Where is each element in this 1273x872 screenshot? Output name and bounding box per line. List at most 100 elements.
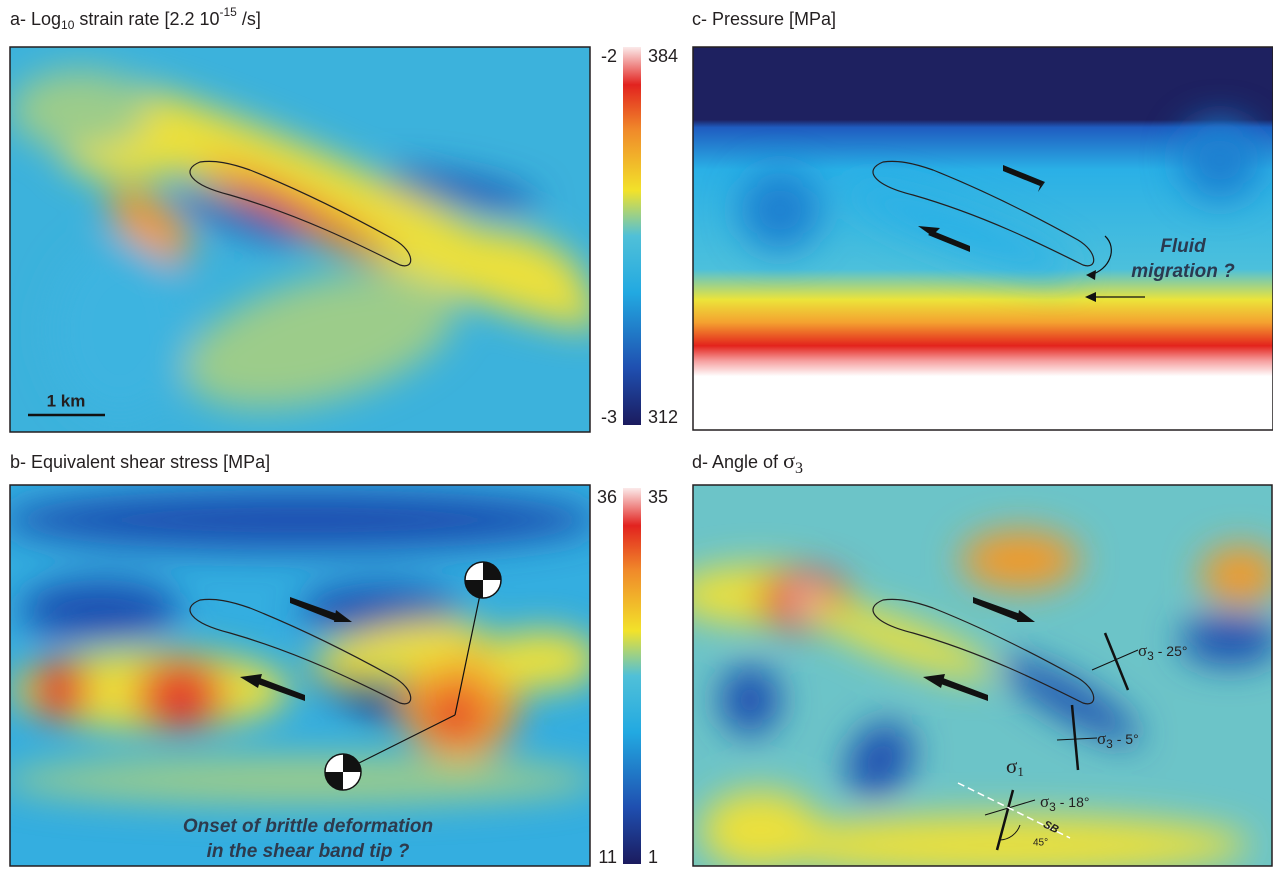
title-sigma: σ — [783, 448, 795, 473]
field-patch — [720, 665, 780, 735]
sigma3-axis — [1056, 737, 1098, 741]
sigma3-label: σ3 - 18° — [1040, 792, 1089, 814]
colorbar-label: 11 — [598, 847, 617, 867]
angle-arc — [999, 824, 1021, 841]
panel-title: b- Equivalent shear stress [MPa] — [10, 452, 270, 472]
sigma: σ — [1138, 641, 1147, 660]
map-field — [740, 120, 1260, 276]
field-patch — [108, 187, 192, 263]
colorbar — [623, 47, 641, 425]
field-patch — [847, 722, 913, 798]
sigma3-label: σ3 - 5° — [1097, 729, 1139, 751]
shear-band — [189, 160, 412, 267]
sigma1-axis — [1103, 632, 1130, 691]
arrow — [938, 678, 988, 701]
field-patch — [10, 70, 150, 150]
leader-line — [454, 584, 483, 716]
title-part: d- Angle of — [692, 452, 783, 472]
field-patch — [847, 184, 1073, 276]
colorbar — [623, 488, 641, 864]
shear-band — [189, 598, 412, 705]
annotation: migration ? — [1131, 261, 1235, 282]
panel-frame — [9, 484, 591, 867]
shear-arrows — [240, 165, 1045, 701]
annotation: Onset of brittle deformation — [183, 816, 433, 837]
arrow — [255, 678, 305, 701]
scale-bar-label: 1 km — [47, 391, 86, 410]
sigma: σ — [1040, 792, 1049, 811]
field-patch — [700, 790, 820, 866]
field-patch — [135, 660, 225, 730]
field-patch — [1200, 545, 1272, 605]
field-patch — [453, 229, 587, 311]
stress-markers — [957, 632, 1139, 851]
colorbar-label: -2 — [601, 46, 617, 66]
arrow-head — [918, 226, 940, 236]
field-patch — [1180, 120, 1260, 200]
field-patch — [740, 170, 820, 250]
sub: 3 — [1049, 800, 1056, 814]
sigma: σ — [1097, 729, 1106, 748]
sigma: σ — [1006, 754, 1017, 778]
field-patch — [960, 530, 1080, 590]
map-field — [10, 490, 590, 805]
field-patch — [10, 755, 590, 805]
arrow-head — [334, 610, 352, 622]
arrow-head — [1086, 270, 1096, 280]
field-patch — [480, 630, 590, 690]
arrow-head — [1038, 182, 1045, 192]
panel-frame — [692, 484, 1273, 867]
arrow — [973, 597, 1026, 622]
title-sub: 3 — [795, 460, 803, 477]
arrow-head — [240, 674, 262, 688]
panel-d-map — [693, 485, 1272, 866]
field-patch — [20, 580, 180, 640]
panel-a-map — [10, 47, 590, 432]
field-patch — [174, 187, 306, 243]
colorbar-label: 312 — [648, 407, 678, 427]
arrow-head — [1085, 292, 1096, 302]
shear-band-outlines — [189, 160, 1095, 705]
sigma1-axis — [995, 789, 1015, 851]
arrow-head — [923, 674, 945, 688]
sigma3-axis — [1091, 649, 1139, 671]
focal-mechanism — [324, 561, 502, 791]
colorbar-label: -3 — [601, 407, 617, 427]
field-patch — [183, 271, 457, 409]
title-sub: 10 — [61, 18, 75, 32]
angle-text: - 5° — [1113, 731, 1139, 747]
beachball-quadrant — [325, 754, 361, 790]
colorbar-label: 36 — [597, 487, 617, 507]
sigma3-label: σ3 - 25° — [1138, 641, 1187, 663]
panel-title: a- Log10 strain rate [2.2 10-15 /s] — [10, 5, 261, 32]
panel-frame — [9, 46, 591, 433]
field-patch — [228, 174, 372, 250]
title-sup: -15 — [220, 5, 238, 19]
angle-label: 45° — [1033, 838, 1048, 849]
sigma1-axis — [1070, 704, 1080, 771]
title-part: /s] — [237, 9, 261, 29]
arrow — [290, 597, 343, 622]
shear-band — [872, 160, 1095, 267]
shear-band-trace — [957, 782, 1071, 839]
panel-frame — [692, 46, 1273, 431]
sigma3-axis — [984, 799, 1036, 816]
field-patch — [30, 660, 90, 720]
shear-band — [872, 598, 1095, 705]
panel-title: c- Pressure [MPa] — [692, 9, 836, 29]
field-patch — [1000, 657, 1140, 743]
annotation: Fluid — [1160, 236, 1206, 257]
arrow — [1003, 165, 1045, 186]
sub: 3 — [1106, 737, 1113, 751]
leader-line — [344, 714, 456, 771]
panel-title: d- Angle of σ3 — [692, 448, 803, 477]
arrow — [928, 231, 970, 252]
field-patch — [1180, 615, 1272, 665]
field-patch — [805, 600, 995, 680]
annotation: in the shear band tip ? — [207, 841, 410, 862]
field-patch — [381, 170, 539, 210]
colorbar-label: 35 — [648, 487, 668, 507]
panel-c-map — [693, 47, 1273, 430]
field-patch — [50, 240, 190, 420]
colorbar-label: 384 — [648, 46, 678, 66]
